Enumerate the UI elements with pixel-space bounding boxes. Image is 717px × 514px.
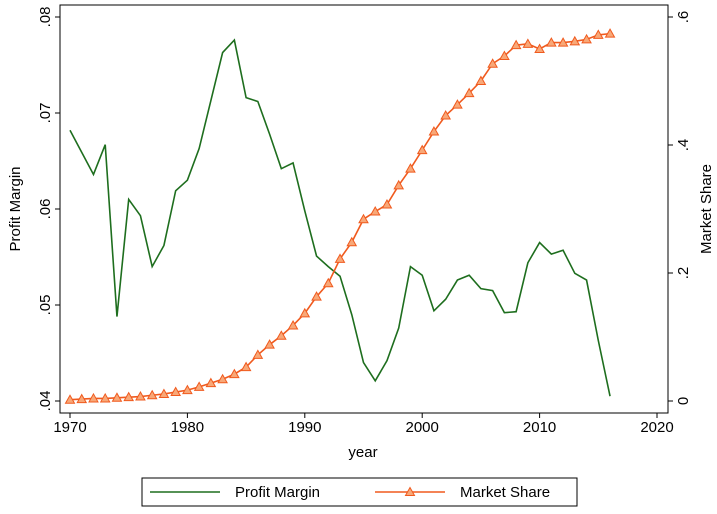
y-tick-label: .06 xyxy=(37,199,54,220)
y-tick-label: .08 xyxy=(37,7,54,28)
point-marker xyxy=(322,277,334,288)
legend-label: Profit Margin xyxy=(235,484,320,501)
x-tick-label: 1970 xyxy=(53,419,86,436)
plot-frame xyxy=(59,4,669,414)
point-marker xyxy=(452,99,463,109)
point-marker xyxy=(581,33,592,44)
x-tick-label: 2010 xyxy=(523,419,556,436)
y2-tick-label: .4 xyxy=(675,139,692,152)
point-marker xyxy=(229,368,240,379)
point-marker xyxy=(510,39,522,50)
point-marker xyxy=(416,144,428,155)
point-marker xyxy=(299,307,311,318)
series-line xyxy=(69,38,611,397)
point-marker xyxy=(545,37,557,47)
point-marker xyxy=(475,75,487,85)
point-marker xyxy=(334,253,346,263)
point-marker xyxy=(240,361,252,372)
point-marker xyxy=(252,349,264,359)
point-marker xyxy=(440,110,452,120)
point-marker xyxy=(604,28,616,38)
point-marker xyxy=(592,29,604,39)
point-marker xyxy=(463,87,475,98)
point-marker xyxy=(64,394,76,404)
point-marker xyxy=(146,389,158,400)
y-tick-label: .05 xyxy=(37,295,54,316)
point-marker xyxy=(135,391,146,401)
point-marker xyxy=(99,392,111,403)
y2-tick-label: .6 xyxy=(675,11,692,24)
y2-axis-label: Market Share xyxy=(698,164,715,254)
point-marker xyxy=(76,393,88,404)
x-tick-label: 2000 xyxy=(406,419,439,436)
point-marker xyxy=(193,381,205,391)
x-tick-label: 1990 xyxy=(288,419,321,436)
point-marker xyxy=(158,388,170,398)
y-tick-label: .07 xyxy=(37,103,54,124)
point-marker xyxy=(123,391,135,402)
point-marker xyxy=(499,50,510,61)
point-marker xyxy=(88,392,99,403)
point-marker xyxy=(428,126,440,136)
y-axis-label: Profit Margin xyxy=(7,166,24,251)
point-marker xyxy=(534,43,545,53)
point-marker xyxy=(358,213,369,224)
x-tick-label: 2020 xyxy=(640,419,673,436)
y2-tick-label: 0 xyxy=(675,397,692,405)
x-tick-label: 1980 xyxy=(171,419,204,436)
point-marker xyxy=(311,291,322,301)
point-marker xyxy=(205,377,217,388)
point-marker xyxy=(287,319,299,330)
point-marker xyxy=(275,330,287,340)
x-axis-label: year xyxy=(348,444,377,461)
point-marker xyxy=(264,339,275,349)
point-marker xyxy=(393,179,405,190)
point-marker xyxy=(346,236,358,247)
series-line xyxy=(69,32,611,401)
point-marker xyxy=(405,163,416,173)
point-marker xyxy=(381,199,393,209)
point-marker xyxy=(369,206,381,216)
point-marker xyxy=(182,384,193,395)
legend-label: Market Share xyxy=(460,484,550,501)
point-marker xyxy=(557,37,569,47)
legend-marker xyxy=(404,486,416,496)
point-marker xyxy=(569,35,581,46)
point-marker xyxy=(170,386,182,397)
point-marker xyxy=(522,38,534,48)
y-tick-label: .04 xyxy=(37,391,54,412)
point-marker xyxy=(111,392,123,402)
point-marker xyxy=(217,373,228,384)
point-marker xyxy=(487,58,498,68)
y2-tick-label: .2 xyxy=(675,267,692,280)
